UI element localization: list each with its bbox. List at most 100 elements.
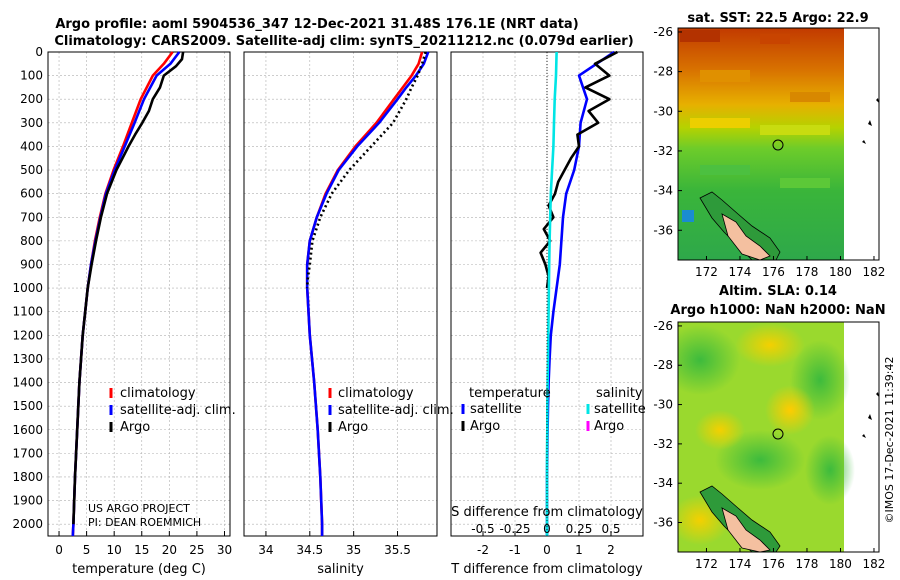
map-y-tick-label: -28 bbox=[653, 65, 673, 79]
map-x-tick-label: 176 bbox=[762, 557, 785, 571]
map-x-tick-label: 172 bbox=[695, 557, 718, 571]
s-diff-tick-label: 0.25 bbox=[566, 522, 593, 536]
s-diff-axis-label: S difference from climatology bbox=[451, 505, 643, 520]
y-tick-label: 900 bbox=[20, 257, 43, 271]
x-tick-label: -1 bbox=[509, 543, 521, 557]
y-tick-label: 400 bbox=[20, 139, 43, 153]
x-axis-label: T difference from climatology bbox=[450, 562, 643, 577]
series-line-argo bbox=[72, 51, 185, 525]
map-x-tick-label: 178 bbox=[796, 557, 819, 571]
temperature-panel: 0 5 10 15 20 25 300100200300400500600700800900… bbox=[12, 45, 232, 577]
y-tick-label: 1100 bbox=[12, 305, 43, 319]
map-y-tick-label: -34 bbox=[653, 476, 673, 490]
s-diff-tick-label: 0 bbox=[543, 522, 551, 536]
map-x-tick-label: 182 bbox=[863, 557, 886, 571]
map-x-tick-label: 182 bbox=[863, 265, 886, 279]
legend-label-s-argo: Argo bbox=[594, 419, 624, 434]
sla-map-frame bbox=[677, 321, 880, 553]
legend-label-s-satellite: satellite bbox=[594, 402, 646, 417]
x-tick-label: -2 bbox=[477, 543, 489, 557]
map-y-tick-label: -30 bbox=[653, 104, 673, 118]
s-diff-tick-label: -0.5 bbox=[471, 522, 494, 536]
header-line1: Argo profile: aoml 5904536_347 12-Dec-20… bbox=[55, 17, 578, 32]
salinity-panel: 34 34.5 35 35.5 salinity bbox=[243, 51, 438, 577]
x-tick-label: 15 bbox=[134, 543, 149, 557]
x-tick-label: 5 bbox=[83, 543, 91, 557]
x-tick-label: 10 bbox=[107, 543, 122, 557]
series-line-satellite-adj-clim- bbox=[305, 51, 430, 536]
map-y-tick-label: -32 bbox=[653, 437, 673, 451]
y-tick-label: 2000 bbox=[12, 517, 43, 531]
sst-map-axes: 172 174 176 178 180 182 -26 -28 -30 -32 -34 -36 bbox=[653, 25, 885, 279]
legend-label-satellite: satellite-adj. clim. bbox=[120, 403, 236, 418]
sla-map-axes: 172 174 176 178 180 182 -26 -28 -30 -32 -34 -36 bbox=[653, 319, 885, 571]
legend-label-argo: Argo bbox=[120, 420, 150, 435]
header-line2: Climatology: CARS2009. Satellite-adj cli… bbox=[54, 34, 633, 49]
sla-map-argo-marker bbox=[772, 428, 784, 440]
legend-label-climatology: climatology bbox=[120, 386, 196, 401]
y-tick-label: 1300 bbox=[12, 352, 43, 366]
difference-legend: temperature salinity satellite Argo sate… bbox=[461, 386, 646, 434]
s-diff-tick-label: -0.25 bbox=[499, 522, 530, 536]
y-tick-label: 800 bbox=[20, 234, 43, 248]
legend-label-climatology: climatology bbox=[338, 386, 414, 401]
panel-frame bbox=[47, 51, 231, 537]
y-tick-label: 200 bbox=[20, 92, 43, 106]
map-x-tick-label: 174 bbox=[729, 265, 752, 279]
sst-map-argo-marker bbox=[772, 139, 784, 151]
series-line-s-satellite bbox=[545, 51, 558, 536]
x-tick-label: 30 bbox=[217, 543, 232, 557]
sla-map-subtitle: Argo h1000: NaN h2000: NaN bbox=[670, 303, 885, 318]
sla-map-title: Altim. SLA: 0.14 bbox=[719, 284, 837, 299]
y-tick-label: 500 bbox=[20, 163, 43, 177]
x-tick-label: 2 bbox=[607, 543, 615, 557]
y-tick-label: 700 bbox=[20, 210, 43, 224]
series-line-climatology bbox=[305, 51, 424, 536]
x-tick-label: 25 bbox=[189, 543, 204, 557]
y-tick-label: 600 bbox=[20, 187, 43, 201]
credit-pi: PI: DEAN ROEMMICH bbox=[88, 516, 201, 529]
x-tick-label: 1 bbox=[575, 543, 583, 557]
y-tick-label: 1600 bbox=[12, 423, 43, 437]
x-axis-label: temperature (deg C) bbox=[72, 562, 206, 577]
series-line-t-satellite bbox=[545, 50, 615, 536]
legend-label-satellite: satellite-adj. clim. bbox=[338, 403, 454, 418]
difference-panel: -2 -1 0 1 2 T difference from climatology -0.5… bbox=[450, 50, 644, 577]
x-tick-label: 20 bbox=[162, 543, 177, 557]
x-tick-label: 0 bbox=[543, 543, 551, 557]
sst-map-title: sat. SST: 22.5 Argo: 22.9 bbox=[687, 11, 868, 26]
x-axis-label: salinity bbox=[317, 562, 364, 577]
y-tick-label: 1400 bbox=[12, 376, 43, 390]
salinity-legend: climatology satellite-adj. clim. Argo bbox=[328, 386, 454, 435]
y-tick-label: 1800 bbox=[12, 470, 43, 484]
map-y-tick-label: -28 bbox=[653, 358, 673, 372]
sla-map-image bbox=[678, 322, 879, 552]
series-line-t-argo bbox=[539, 50, 619, 289]
legend-title-temperature: temperature bbox=[469, 386, 551, 401]
y-tick-label: 1900 bbox=[12, 494, 43, 508]
legend-label-t-satellite: satellite bbox=[470, 402, 522, 417]
legend-title-salinity: salinity bbox=[596, 386, 643, 401]
map-x-tick-label: 172 bbox=[695, 265, 718, 279]
map-y-tick-label: -36 bbox=[653, 516, 673, 530]
y-tick-label: 0 bbox=[35, 45, 43, 59]
x-tick-label: 34 bbox=[258, 543, 273, 557]
map-y-tick-label: -32 bbox=[653, 144, 673, 158]
map-x-tick-label: 180 bbox=[829, 557, 852, 571]
sst-map-image bbox=[678, 28, 879, 260]
x-tick-label: 35.5 bbox=[384, 543, 411, 557]
map-y-tick-label: -26 bbox=[653, 25, 673, 39]
panel-frame bbox=[243, 51, 438, 537]
map-y-tick-label: -30 bbox=[653, 398, 673, 412]
x-tick-label: 35 bbox=[346, 543, 361, 557]
y-tick-label: 1200 bbox=[12, 328, 43, 342]
map-x-tick-label: 176 bbox=[762, 265, 785, 279]
legend-label-argo: Argo bbox=[338, 420, 368, 435]
y-tick-label: 1500 bbox=[12, 399, 43, 413]
series-line-argo bbox=[305, 51, 427, 289]
map-x-tick-label: 174 bbox=[729, 557, 752, 571]
map-y-tick-label: -34 bbox=[653, 184, 673, 198]
map-y-tick-label: -26 bbox=[653, 319, 673, 333]
y-tick-label: 1700 bbox=[12, 446, 43, 460]
